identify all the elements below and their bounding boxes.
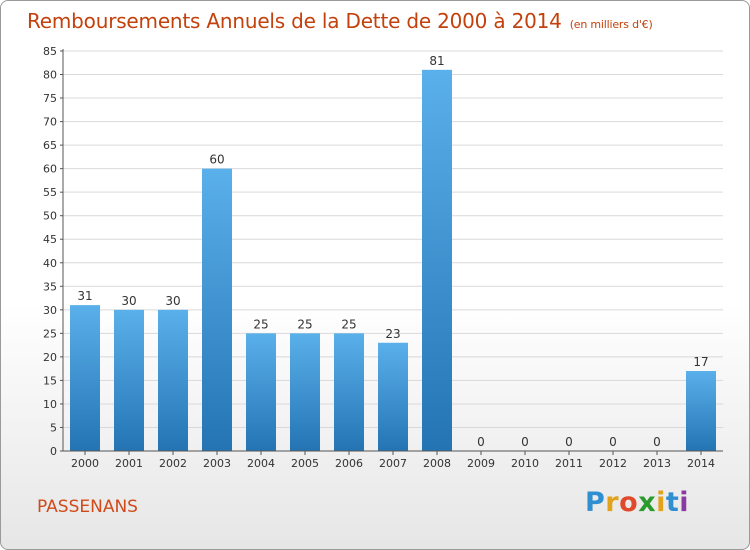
data-label: 30 — [121, 294, 136, 308]
x-tick-label: 2009 — [467, 457, 495, 470]
bar — [686, 371, 716, 451]
data-label: 60 — [209, 153, 224, 167]
data-label: 31 — [77, 289, 92, 303]
bar — [158, 309, 188, 451]
data-label: 0 — [477, 435, 485, 449]
bars — [70, 69, 716, 451]
y-tick-label: 75 — [43, 92, 57, 105]
x-tick-label: 2001 — [115, 457, 143, 470]
commune-name: PASSENANS — [37, 497, 138, 517]
logo-letter: i — [679, 487, 690, 518]
axes: 0 5 10 15 20 25 30 35 40 45 50 55 60 65 70 75 80 85 31 2000… — [43, 45, 723, 470]
x-tick-label: 2014 — [687, 457, 715, 470]
x-tick-label: 2011 — [555, 457, 583, 470]
y-tick-label: 15 — [43, 374, 57, 387]
y-tick-label: 40 — [43, 257, 57, 270]
data-label: 25 — [253, 317, 268, 331]
logo-letter: o — [619, 487, 639, 518]
bar — [290, 333, 320, 451]
x-tick-label: 2006 — [335, 457, 363, 470]
bar — [246, 333, 276, 451]
y-tick-label: 65 — [43, 139, 57, 152]
x-tick-label: 2007 — [379, 457, 407, 470]
y-tick-label: 30 — [43, 304, 57, 317]
y-tick-label: 20 — [43, 351, 57, 364]
y-tick-label: 5 — [50, 421, 57, 434]
x-tick-label: 2003 — [203, 457, 231, 470]
data-label: 0 — [565, 435, 573, 449]
y-tick-label: 50 — [43, 210, 57, 223]
x-tick-label: 2004 — [247, 457, 275, 470]
y-tick-label: 80 — [43, 69, 57, 82]
chart-title-text: Remboursements Annuels de la Dette de 20… — [27, 9, 562, 33]
y-tick-label: 85 — [43, 45, 57, 58]
y-tick-label: 35 — [43, 280, 57, 293]
data-label: 30 — [165, 294, 180, 308]
bar — [422, 69, 452, 451]
data-label: 0 — [609, 435, 617, 449]
y-tick-label: 45 — [43, 233, 57, 246]
logo-letter: t — [665, 487, 680, 518]
y-tick-label: 70 — [43, 116, 57, 129]
x-tick-label: 2008 — [423, 457, 451, 470]
bar — [70, 305, 100, 451]
y-tick-label: 55 — [43, 186, 57, 199]
bar — [378, 342, 408, 451]
logo-letter: P — [585, 487, 606, 518]
x-tick-label: 2013 — [643, 457, 671, 470]
bar — [334, 333, 364, 451]
logo-letter: x — [638, 487, 657, 518]
data-label: 17 — [693, 355, 708, 369]
x-tick-label: 2010 — [511, 457, 539, 470]
data-label: 25 — [341, 317, 356, 331]
y-tick-label: 10 — [43, 398, 57, 411]
x-tick-label: 2005 — [291, 457, 319, 470]
bar — [202, 168, 232, 451]
data-label: 0 — [653, 435, 661, 449]
chart-title: Remboursements Annuels de la Dette de 20… — [27, 9, 653, 33]
proxiti-logo: Proxiti — [585, 487, 689, 518]
x-tick-label: 2012 — [599, 457, 627, 470]
bar — [114, 309, 144, 451]
x-tick-label: 2002 — [159, 457, 187, 470]
chart-unit: (en milliers d'€) — [569, 18, 653, 31]
y-tick-label: 25 — [43, 327, 57, 340]
x-tick-label: 2000 — [71, 457, 99, 470]
logo-letter: i — [656, 487, 666, 518]
data-label: 23 — [385, 327, 400, 341]
data-label: 25 — [297, 317, 312, 331]
logo-letter: r — [605, 487, 620, 518]
data-label: 81 — [429, 54, 444, 68]
y-tick-label: 60 — [43, 163, 57, 176]
data-label: 0 — [521, 435, 529, 449]
y-tick-label: 0 — [50, 445, 57, 458]
